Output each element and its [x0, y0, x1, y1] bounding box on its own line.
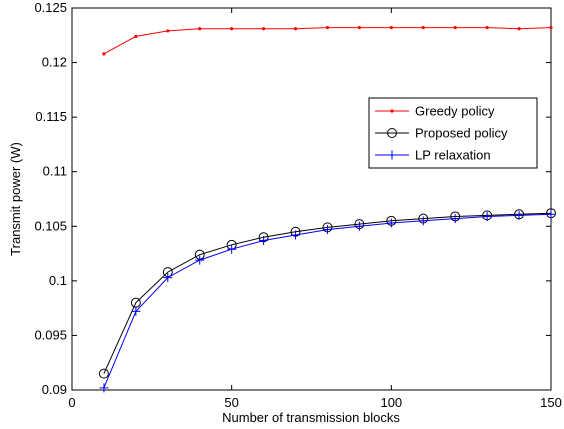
legend-label: LP relaxation	[415, 148, 491, 163]
data-point	[166, 29, 170, 33]
y-tick-label: 0.11	[43, 164, 67, 179]
data-point	[546, 209, 556, 219]
x-tick-label: 0	[68, 395, 75, 410]
plot-area	[71, 7, 552, 391]
legend: Greedy policy Proposed policy LP relaxatio…	[368, 97, 538, 169]
data-point	[421, 26, 425, 30]
legend-label: Greedy policy	[415, 104, 495, 119]
y-tick-label: 0.12	[42, 55, 67, 70]
x-tick-label: 150	[540, 395, 562, 410]
data-point	[134, 34, 138, 38]
y-tick-label: 0.125	[34, 0, 67, 15]
data-point	[230, 27, 234, 31]
legend-marker	[387, 128, 397, 138]
series-1	[102, 26, 553, 56]
y-tick-label: 0.09	[42, 382, 67, 397]
data-point	[354, 221, 364, 231]
data-point	[485, 26, 489, 30]
data-point	[98, 368, 109, 379]
y-tick-label: 0.1	[49, 273, 67, 288]
y-tick-label: 0.115	[35, 109, 67, 124]
series-3	[99, 209, 556, 393]
data-point	[195, 255, 205, 265]
data-point	[227, 244, 237, 254]
data-point	[259, 235, 269, 245]
y-axis-label: Transmit power (W)	[8, 142, 23, 256]
y-tick-label: 0.105	[34, 218, 67, 233]
data-point	[549, 26, 553, 30]
data-point	[291, 230, 301, 240]
data-point	[453, 26, 457, 30]
data-point	[450, 214, 460, 224]
data-point	[386, 218, 396, 228]
y-tick-label: 0.095	[34, 327, 67, 342]
data-point	[131, 306, 141, 316]
data-point	[517, 27, 521, 31]
x-axis-label: Number of transmission blocks	[222, 410, 400, 425]
x-tick-label: 50	[224, 395, 238, 410]
data-point	[293, 27, 298, 31]
data-point	[418, 216, 428, 226]
series-layer	[98, 26, 556, 393]
data-point	[99, 383, 109, 393]
data-point	[262, 27, 266, 31]
legend-marker	[390, 109, 394, 113]
data-point	[389, 26, 393, 30]
legend-label: Proposed policy	[415, 126, 508, 141]
legend-marker	[387, 150, 397, 160]
axis-ticks: 0 50 100 150 0.09 0.095 0.1 0.105 0.11 0.115 0.12 0…	[34, 0, 561, 410]
data-point	[102, 52, 106, 56]
data-point	[325, 26, 330, 30]
data-point	[357, 26, 361, 30]
data-point	[482, 211, 492, 221]
data-point	[514, 210, 524, 220]
data-point	[322, 225, 332, 235]
data-point	[163, 273, 173, 283]
data-point	[198, 27, 202, 31]
x-tick-label: 100	[380, 395, 402, 410]
